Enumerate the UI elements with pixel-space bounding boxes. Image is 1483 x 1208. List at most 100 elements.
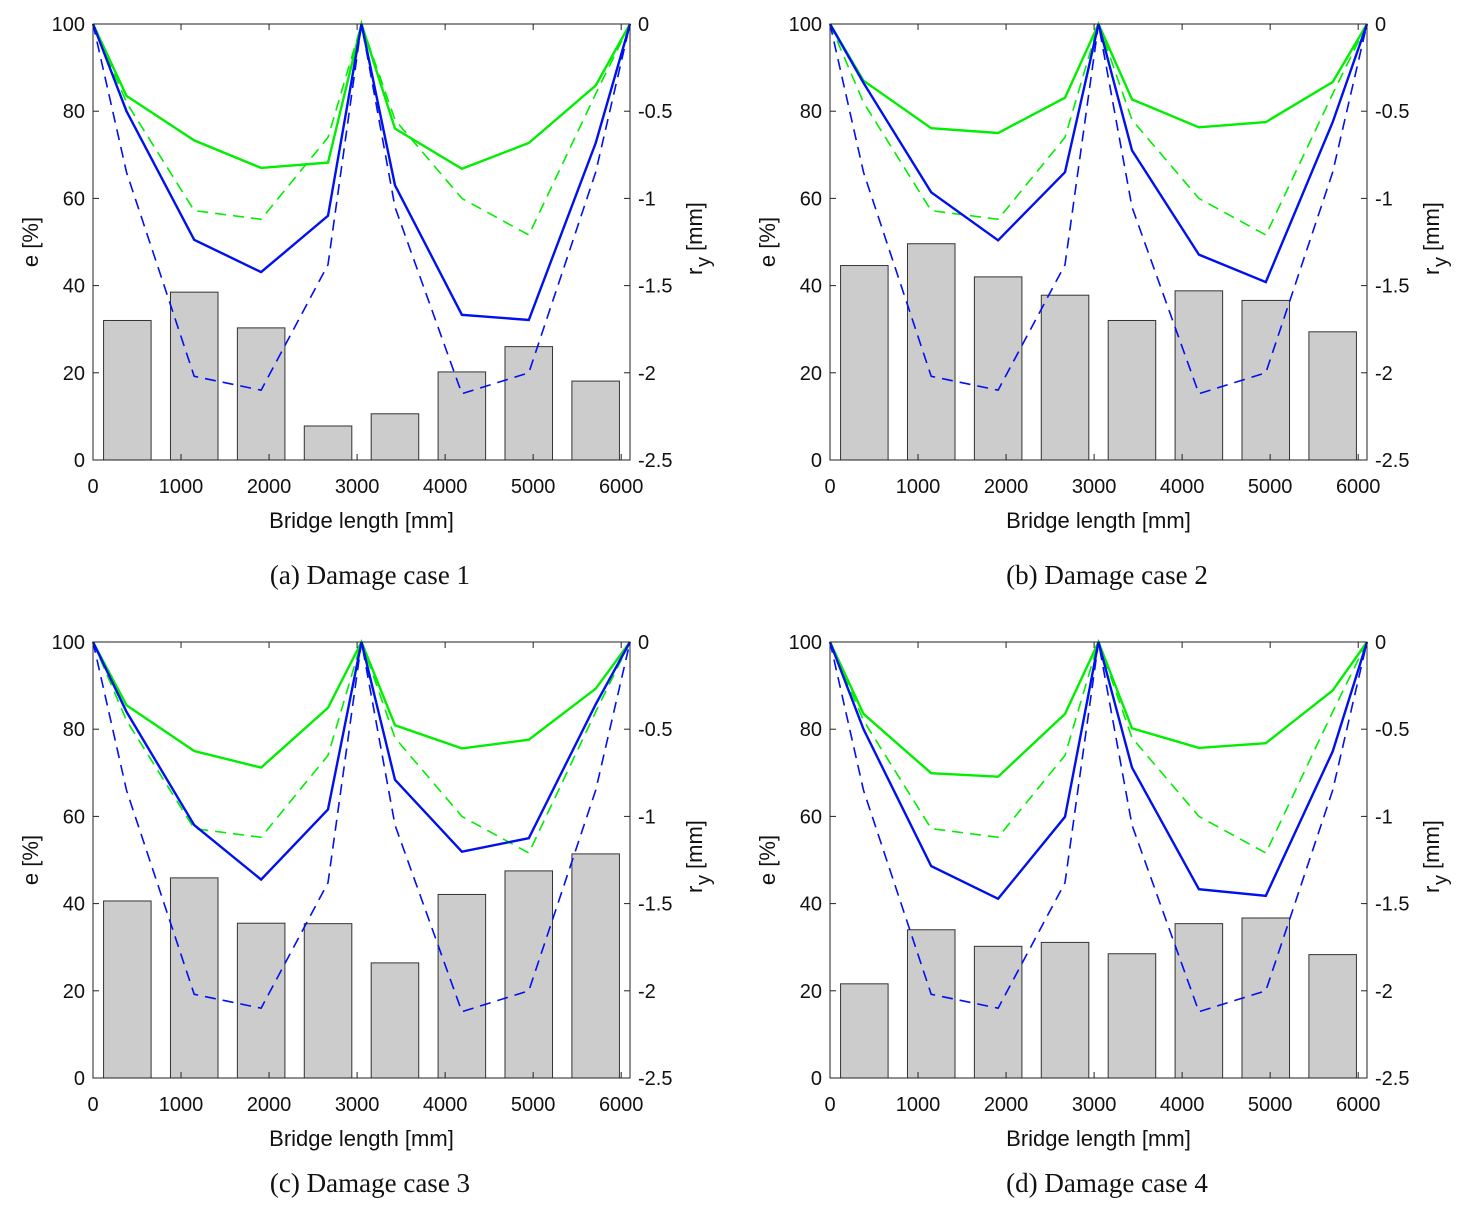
y-tick-label: 100: [789, 632, 822, 654]
y2-tick-label: -0.5: [1375, 719, 1409, 741]
bar: [437, 371, 487, 461]
y2-axis-label-unit: [mm]: [1419, 820, 1444, 869]
x-tick-label: 3000: [1072, 1094, 1117, 1116]
x-tick-label: 0: [87, 1094, 98, 1116]
chart-panel-a: 0 1000 2000 3000 4000 5000 6000 0 20 40 60 80 100 -2.…: [18, 14, 715, 533]
series-line-green-dashed: [829, 639, 1368, 855]
bar: [906, 243, 956, 461]
y-axis-label: e [%]: [18, 217, 43, 267]
x-tick-label: 4000: [423, 1094, 468, 1116]
y2-tick-label: -0.5: [1375, 101, 1409, 123]
chart-panel-c: 0 1000 2000 3000 4000 5000 6000 0 20 40 60 80 100 -2.…: [18, 632, 715, 1151]
series-line-green-solid: [828, 638, 1368, 778]
x-axis-label: Bridge length [mm]: [1006, 508, 1191, 533]
y2-tick-label: -2: [1375, 363, 1393, 385]
bar: [370, 413, 420, 461]
chart-panel-d: 0 1000 2000 3000 4000 5000 6000 0 20 40 60 80 100 -2.…: [755, 632, 1452, 1151]
y2-tick-label: -2: [638, 981, 656, 1003]
caption-c: (c) Damage case 3: [269, 1168, 471, 1198]
y-tick-label: 80: [63, 719, 85, 741]
bar: [504, 870, 554, 1079]
y2-tick-label: -1.5: [638, 276, 672, 298]
caption-d: (d) Damage case 4: [1006, 1168, 1208, 1198]
x-tick-label: 5000: [511, 1094, 556, 1116]
y2-tick-label: -2.5: [638, 1068, 672, 1090]
x-tick-label: 2000: [984, 476, 1029, 498]
y2-tick-label: 0: [638, 14, 649, 36]
bar: [370, 962, 420, 1079]
x-tick-label: 5000: [1248, 476, 1293, 498]
y2-axis-label-sub: y: [1430, 257, 1452, 267]
y-tick-label: 40: [800, 276, 822, 298]
y2-tick-label: -1: [1375, 806, 1393, 828]
plot-frame: [829, 641, 1368, 1079]
bar: [1241, 917, 1291, 1079]
x-tick-label: 6000: [599, 476, 644, 498]
y-tick-label: 20: [800, 981, 822, 1003]
x-tick-label: 2000: [984, 1094, 1029, 1116]
y2-tick-label: 0: [1375, 632, 1386, 654]
series-line-blue-solid: [91, 641, 632, 882]
x-tick-label: 3000: [1072, 476, 1117, 498]
bar: [1308, 331, 1357, 461]
bar: [236, 922, 286, 1079]
bar: [1107, 953, 1157, 1079]
x-tick-label: 6000: [599, 1094, 644, 1116]
x-tick-label: 0: [824, 476, 835, 498]
bar: [504, 346, 554, 461]
bar: [236, 327, 286, 461]
x-tick-label: 6000: [1336, 476, 1381, 498]
y2-axis-label-main: r: [682, 886, 707, 893]
y-tick-label: 100: [789, 14, 822, 36]
y2-axis-label: ry [mm]: [1419, 202, 1452, 275]
y2-axis-label-main: r: [1419, 886, 1444, 893]
y2-tick-label: -1.5: [1375, 276, 1409, 298]
y2-axis-label-sub: y: [693, 257, 715, 267]
bar: [906, 929, 956, 1079]
series-line-green-dashed: [92, 639, 631, 855]
y-tick-label: 60: [800, 806, 822, 828]
y2-tick-label: -1.5: [638, 894, 672, 916]
y-tick-label: 20: [63, 363, 85, 385]
y2-tick-label: -0.5: [638, 101, 672, 123]
caption-b: (b) Damage case 2: [1006, 560, 1208, 590]
plot-frame: [829, 23, 1368, 461]
y2-tick-label: 0: [638, 632, 649, 654]
y-tick-label: 100: [52, 632, 85, 654]
y2-axis-label-main: r: [1419, 268, 1444, 275]
bar: [1174, 923, 1224, 1079]
y2-axis-label: ry [mm]: [1419, 820, 1452, 893]
y-tick-label: 40: [63, 276, 85, 298]
y-tick-label: 20: [800, 363, 822, 385]
series-line-green-solid: [828, 21, 1369, 135]
y-tick-label: 80: [800, 719, 822, 741]
bar: [571, 853, 620, 1079]
y2-axis-label: ry [mm]: [682, 820, 715, 893]
y-axis-label: e [%]: [755, 217, 780, 267]
series-line-green-solid: [91, 639, 631, 769]
bar: [571, 380, 620, 461]
y-axis-label: e [%]: [18, 835, 43, 885]
bar: [1107, 319, 1157, 461]
y2-tick-label: -2.5: [1375, 450, 1409, 472]
bar: [840, 265, 889, 461]
x-tick-label: 3000: [335, 476, 380, 498]
x-tick-label: 1000: [896, 476, 941, 498]
y2-tick-label: -2: [638, 363, 656, 385]
series-line-green-solid: [91, 19, 632, 171]
series-line-green-dashed: [92, 21, 631, 237]
bar: [437, 893, 487, 1079]
bar: [1040, 941, 1090, 1079]
y2-tick-label: -1: [638, 188, 656, 210]
y-tick-label: 20: [63, 981, 85, 1003]
y-tick-label: 60: [63, 806, 85, 828]
y2-tick-label: -1: [1375, 188, 1393, 210]
y2-axis-label-unit: [mm]: [682, 820, 707, 869]
y2-axis-label-unit: [mm]: [682, 202, 707, 251]
bar: [1308, 954, 1357, 1079]
y-axis-label: e [%]: [755, 835, 780, 885]
y-tick-label: 80: [63, 101, 85, 123]
y2-tick-label: -2.5: [1375, 1068, 1409, 1090]
series-line-blue-solid: [828, 641, 1369, 901]
